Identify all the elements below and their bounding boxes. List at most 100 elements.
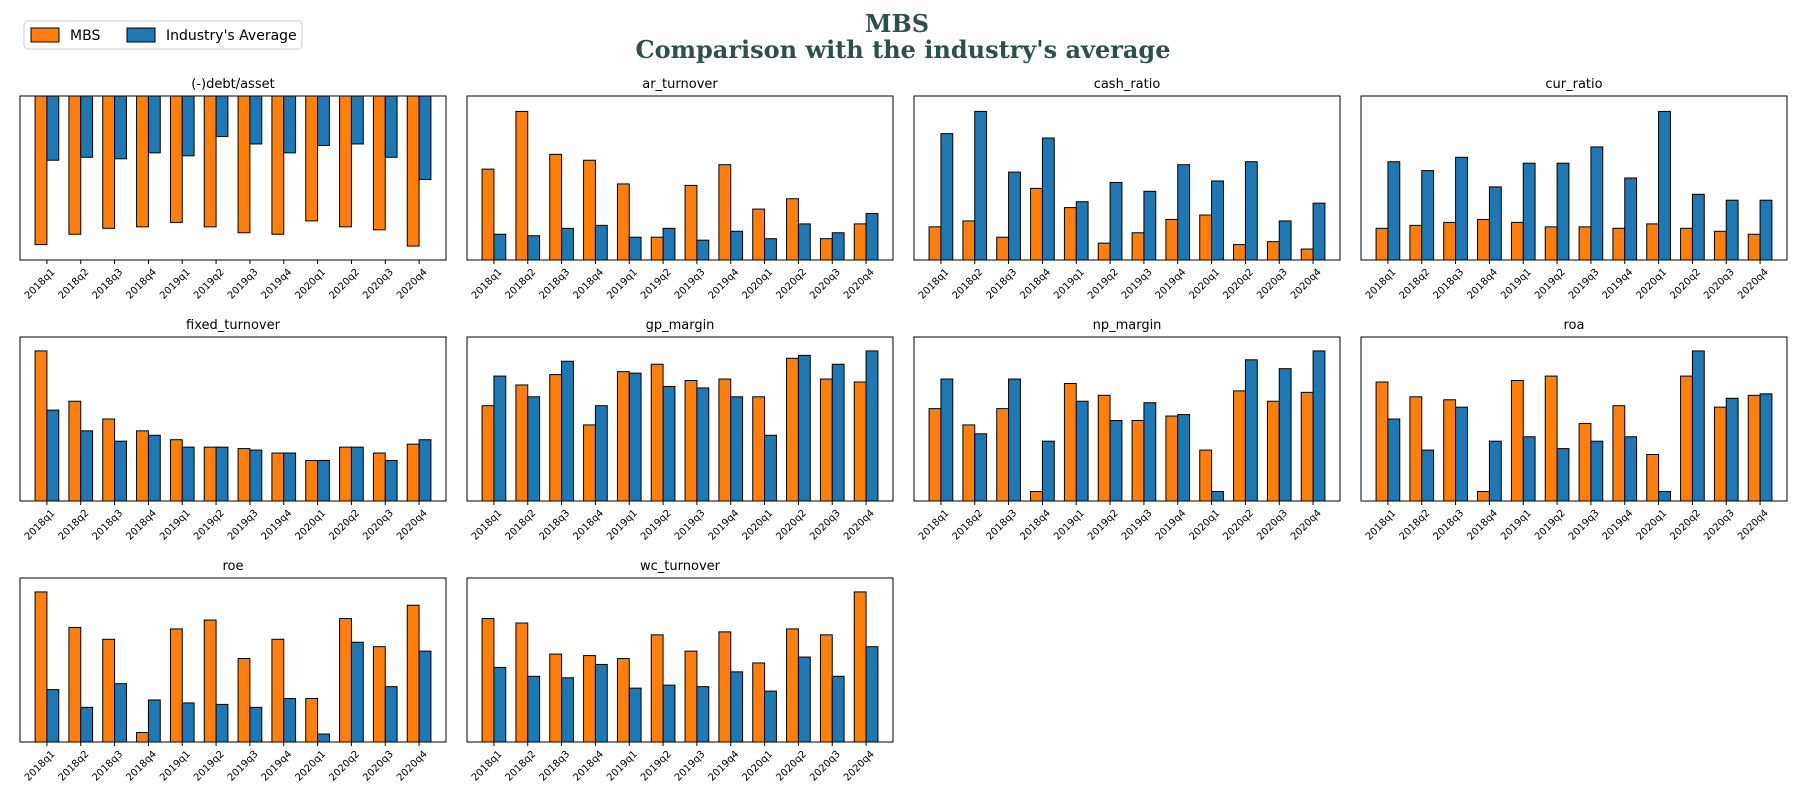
x-tick-label: 2018q4 [571,508,606,543]
bar-industry-2020q2 [1691,193,1705,261]
bar-mbs-2020q4 [406,443,420,502]
x-tick-label: 2019q1 [605,749,640,784]
bar-mbs-2018q3 [549,653,563,743]
bar-mbs-2018q4 [1477,218,1490,261]
x-tick-label: 2019q2 [639,267,674,302]
bar-industry-2019q2 [662,227,676,261]
bar-industry-2019q2 [215,446,229,502]
bar-mbs-2018q3 [1443,221,1457,261]
bar-industry-2020q3 [384,95,398,158]
bar-mbs-2018q2 [515,384,529,502]
subplot-cash-ratio: cash_ratio 2018q1 2018q2 2018q3 2018q4 2019q1… [913,77,1341,302]
bar-industry-2019q2 [1109,181,1123,261]
bar-industry-2019q2 [1109,419,1123,502]
bar-mbs-2018q3 [102,638,116,743]
bar-mbs-2020q2 [339,95,352,228]
x-tick-label: 2018q2 [1398,508,1433,543]
bar-mbs-2020q4 [853,381,867,502]
bar-mbs-2020q3 [1713,406,1727,502]
bar-mbs-2020q1 [1199,449,1213,502]
bar-industry-2019q3 [1590,146,1604,261]
bar-industry-2020q3 [831,363,845,502]
bar-industry-2020q1 [1658,491,1671,502]
axes-frame [1360,336,1788,502]
x-tick-label: 2018q1 [23,749,58,784]
bar-mbs-2020q4 [406,604,420,743]
bar-mbs-2019q1 [1063,207,1077,261]
bar-industry-2019q1 [628,687,642,743]
bar-mbs-2019q1 [1510,221,1524,261]
x-tick-label: 2019q1 [1052,267,1087,302]
figure-subtitle: Comparison with the industry's average [636,35,1171,64]
x-tick-label: 2019q3 [226,508,261,543]
bar-mbs-2019q1 [1063,382,1077,502]
bar-industry-2019q4 [730,230,744,261]
x-tick-label: 2019q4 [707,508,742,543]
x-tick-label: 2020q4 [395,749,430,784]
bar-industry-2018q4 [1041,137,1055,261]
x-tick-label: 2018q2 [57,508,92,543]
bar-mbs-2019q4 [271,452,285,502]
bar-industry-2019q4 [1624,436,1638,502]
subplot-title: np_margin [1093,318,1162,333]
bar-industry-2020q4 [865,213,879,261]
bar-mbs-2019q4 [718,164,732,261]
bar-industry-2020q1 [1211,491,1224,502]
bar-industry-2019q1 [628,236,642,261]
bar-mbs-2020q1 [305,697,319,743]
bar-mbs-2019q2 [1097,242,1111,261]
bar-mbs-2020q3 [1266,241,1280,261]
x-tick-label: 2020q1 [740,267,775,302]
bar-industry-2018q2 [527,235,541,261]
bar-mbs-2019q4 [1165,415,1179,502]
bar-industry-2019q2 [215,95,229,138]
x-tick-label: 2018q2 [504,508,539,543]
bar-industry-2019q4 [1624,177,1638,261]
bar-mbs-2018q4 [583,424,596,502]
bar-industry-2018q1 [46,95,60,161]
bar-mbs-2020q2 [339,618,352,743]
bar-mbs-2019q2 [650,236,664,261]
bar-industry-2018q2 [974,110,988,261]
bar-industry-2018q2 [80,706,94,743]
bar-mbs-2020q3 [819,378,833,502]
bar-industry-2019q1 [1075,400,1089,502]
bar-industry-2019q3 [696,686,710,743]
bar-mbs-2018q4 [136,732,149,743]
x-tick-label: 2020q3 [1255,508,1290,543]
bar-mbs-2019q2 [203,619,217,743]
x-tick-label: 2020q4 [842,267,877,302]
subplot-title: cur_ratio [1545,77,1602,92]
x-tick-label: 2019q2 [1086,267,1121,302]
x-tick-label: 2018q1 [470,267,505,302]
axes-frame [466,95,894,261]
bar-industry-2018q2 [1421,449,1435,502]
bar-mbs-2018q1 [481,618,495,743]
x-tick-label: 2020q4 [1289,267,1324,302]
bar-mbs-2019q4 [1612,227,1626,261]
x-tick-label: 2020q4 [395,508,430,543]
bar-mbs-2020q4 [1300,391,1314,502]
bar-mbs-2019q2 [1097,394,1111,502]
bar-industry-2019q1 [181,95,195,157]
x-tick-label: 2020q1 [293,267,328,302]
bar-mbs-2020q1 [1199,214,1213,261]
x-tick-label: 2018q4 [124,508,159,543]
x-tick-label: 2019q4 [1154,267,1189,302]
bar-mbs-2020q2 [1233,390,1246,502]
bar-mbs-2019q4 [718,631,732,743]
bar-mbs-2020q1 [1646,454,1660,502]
x-tick-label: 2018q1 [1364,267,1399,302]
bar-industry-2020q1 [764,238,777,261]
x-tick-label: 2018q1 [470,508,505,543]
x-tick-label: 2020q4 [842,508,877,543]
x-tick-label: 2019q4 [260,749,295,784]
x-tick-label: 2019q1 [1499,267,1534,302]
bar-mbs-2018q2 [515,110,529,261]
bar-industry-2020q2 [350,95,364,145]
bar-industry-2018q1 [493,233,507,261]
x-tick-label: 2020q3 [1702,508,1737,543]
x-tick-label: 2019q3 [1120,267,1155,302]
